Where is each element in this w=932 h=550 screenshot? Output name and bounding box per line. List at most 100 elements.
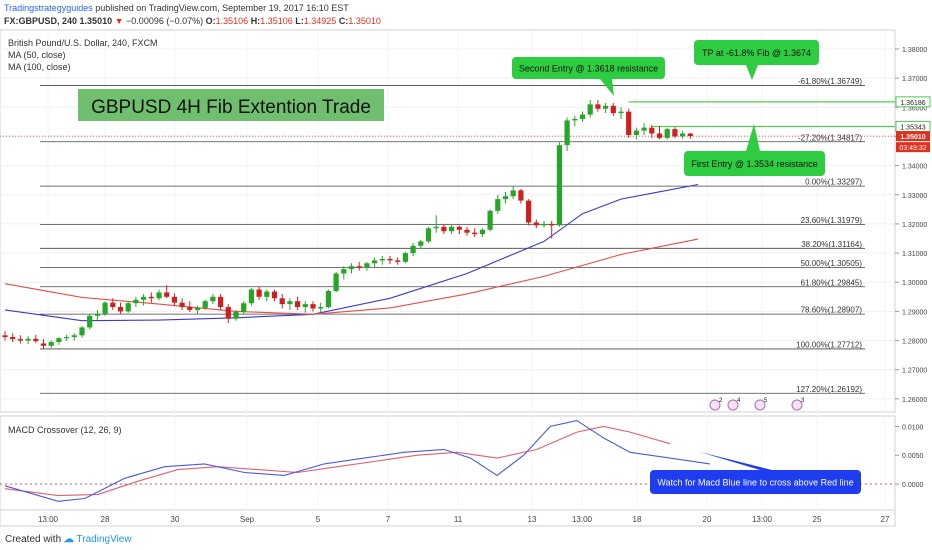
- candle-body: [194, 307, 201, 310]
- event-badge-icon[interactable]: [709, 399, 721, 411]
- candle-body: [233, 311, 239, 319]
- legend-ma50[interactable]: MA (50, close): [8, 50, 66, 60]
- time-axis[interactable]: 13:00 28 30 Sep 5 7 11 13 13:00 18 20 13:00 25 27: [38, 515, 890, 524]
- candle-body: [549, 223, 555, 226]
- time-tick-label: 18: [633, 515, 642, 524]
- fib-level-label: -27.20%(1.34817): [798, 133, 862, 142]
- candle-body: [526, 200, 532, 223]
- macd-callout: [650, 470, 861, 494]
- event-badge-count: 2: [719, 398, 723, 404]
- candle-body: [71, 335, 77, 338]
- second-entry-pointer: [600, 79, 614, 96]
- tp-callout: [694, 40, 819, 65]
- price-pane: [0, 29, 896, 413]
- candle-body: [502, 196, 509, 200]
- candle-body: [341, 269, 347, 274]
- candle-body: [218, 296, 224, 308]
- candle-body: [333, 273, 339, 291]
- published-text: published on TradingView.com, September …: [95, 3, 349, 13]
- tp-callout-label: TP at -61.8% Fib @ 1.3674: [702, 48, 811, 58]
- candle-body: [395, 260, 401, 262]
- candle-body: [610, 105, 616, 114]
- time-tick-label: 13:00: [38, 515, 59, 524]
- fib-level-label: 61.80%(1.29845): [801, 278, 863, 287]
- time-tick-label: 13:00: [752, 515, 773, 524]
- candle-body: [225, 307, 231, 319]
- time-tick-label: 28: [101, 515, 110, 524]
- event-badge-icon[interactable]: [754, 399, 766, 411]
- author-link[interactable]: Tradingstrategyguides: [4, 3, 93, 13]
- candle-body: [556, 145, 562, 226]
- candle-body: [649, 127, 655, 134]
- candle-body: [287, 301, 293, 305]
- event-badge-count: 3: [801, 398, 805, 404]
- event-badge-icon[interactable]: [791, 399, 803, 411]
- candle-body: [271, 291, 278, 299]
- legend-ma100[interactable]: MA (100, close): [8, 62, 71, 72]
- candle-body: [472, 232, 478, 235]
- price-tick-label: 1.38000: [902, 47, 927, 54]
- candle-body: [680, 133, 686, 137]
- open-label: O:: [205, 16, 216, 26]
- fib-level-label: 38.20%(1.31164): [801, 240, 862, 249]
- high-label: H:: [250, 16, 261, 26]
- candle-body: [603, 105, 609, 109]
- candle-body: [656, 133, 663, 138]
- candle-body: [541, 223, 547, 226]
- candle-body: [687, 133, 693, 137]
- fib-level-label: 50.00%(1.30505): [801, 259, 863, 268]
- candle-body: [248, 289, 254, 304]
- candle-body: [364, 263, 370, 268]
- event-badge-count: 5: [764, 398, 768, 404]
- candle-body: [348, 266, 355, 270]
- open-value: 1.35106: [215, 16, 249, 26]
- candle-body: [587, 104, 593, 115]
- candle-body: [64, 337, 70, 339]
- candle-body: [626, 111, 632, 135]
- macd-callout-label: Watch for Macd Blue line to cross above …: [657, 478, 853, 488]
- candle-body: [10, 337, 16, 340]
- close-value: 1.35010: [348, 16, 381, 26]
- event-badge-count: 4: [737, 398, 741, 404]
- tp-pointer: [746, 65, 758, 80]
- candle-body: [279, 298, 285, 305]
- candle-body: [187, 307, 193, 310]
- second-entry-callout: [512, 57, 665, 79]
- candle-body: [410, 245, 416, 254]
- candle-body: [210, 296, 216, 302]
- time-tick-label: 13: [528, 515, 537, 524]
- price-tick-label: 1.31000: [902, 251, 927, 258]
- candle-body: [171, 296, 177, 303]
- second-entry-callout-label: Second Entry @ 1.3618 resistance: [519, 64, 658, 74]
- candle-body: [633, 130, 639, 135]
- candle-body: [533, 222, 539, 226]
- candle-body: [449, 226, 455, 232]
- candle-body: [402, 253, 408, 262]
- candle-body: [672, 129, 678, 137]
- fib-level-label: 0.00%(1.33297): [805, 178, 862, 187]
- time-tick-label: 7: [386, 515, 391, 524]
- price-tick-label: 1.32000: [902, 222, 927, 229]
- macd-legend[interactable]: MACD Crossover (12, 26, 9): [8, 425, 122, 435]
- event-badge-icon[interactable]: [727, 399, 739, 411]
- countdown-label: 03:49:32: [899, 145, 926, 152]
- tradingview-link[interactable]: TradingView: [76, 534, 132, 545]
- chart-title: GBPUSD 4H Fib Extention Trade: [91, 97, 371, 118]
- legend-instrument: British Pound/U.S. Dollar, 240, FXCM: [8, 38, 158, 48]
- candle-body: [241, 303, 247, 312]
- current-price-tag: [896, 131, 930, 142]
- candle-body: [487, 210, 493, 230]
- candle-body: [318, 307, 324, 309]
- fib-extension[interactable]: -61.80%(1.36749) -27.20%(1.34817) 0.00%(1.…: [0, 77, 895, 394]
- candlestick-series: [2, 99, 693, 349]
- candle-body: [310, 304, 316, 309]
- resistance-price-label: 1.35343: [900, 124, 925, 131]
- candle-body: [456, 226, 462, 230]
- candle-body: [641, 127, 647, 131]
- fib-level-label: 23.60%(1.31979): [801, 216, 863, 225]
- price-axis[interactable]: 1.380001.370001.360001.350001.340001.330…: [895, 47, 931, 489]
- publisher-line: Tradingstrategyguides published on Tradi…: [4, 2, 932, 15]
- candle-body: [572, 118, 578, 121]
- title-banner: [78, 89, 384, 121]
